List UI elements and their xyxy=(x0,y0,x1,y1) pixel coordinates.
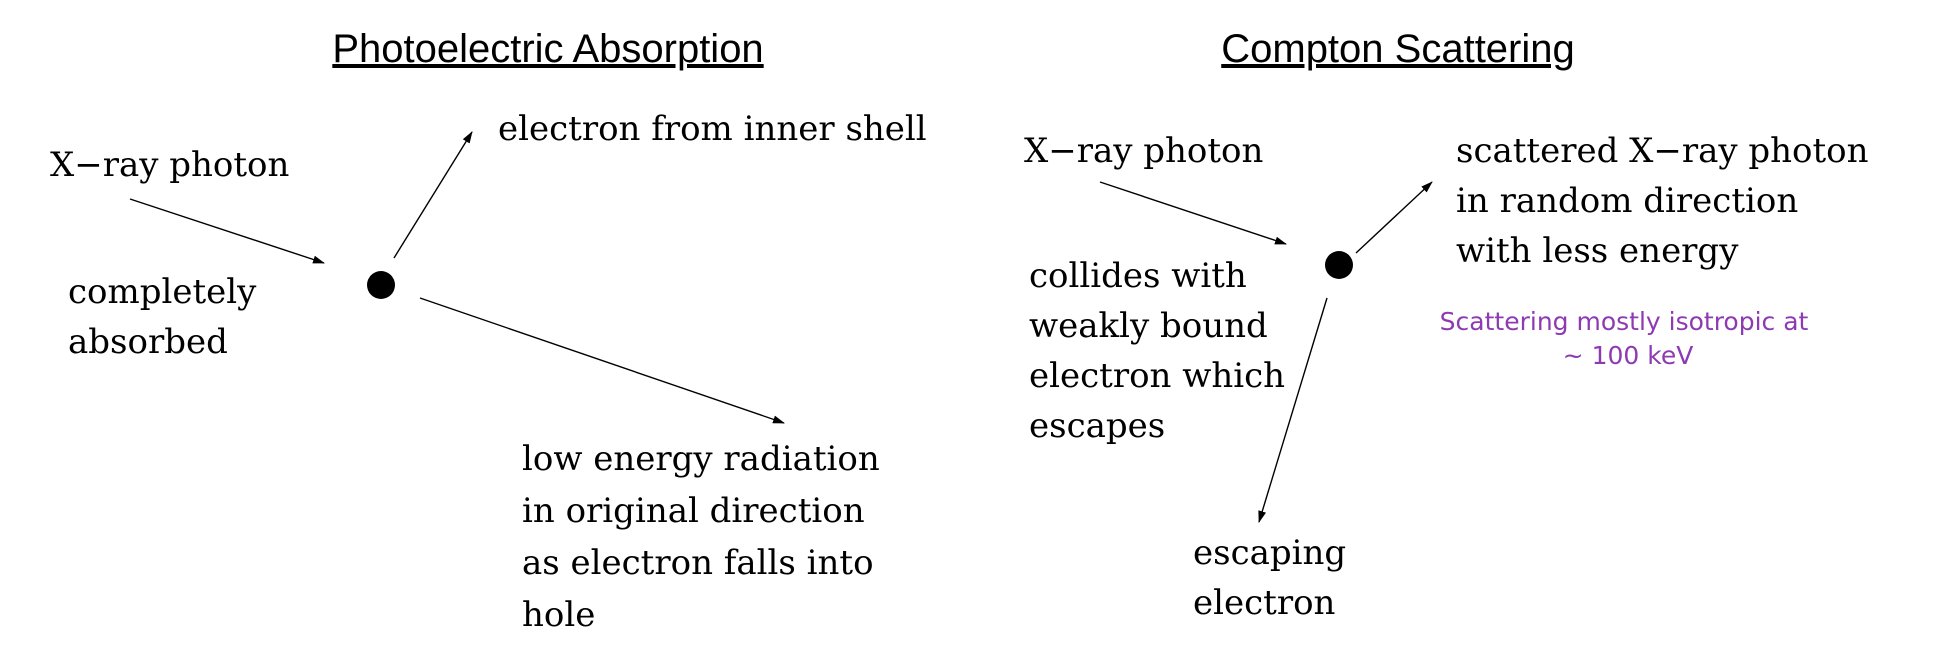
emitted-radiation-arrow xyxy=(419,297,785,424)
photoelectric-incoming-label: X−ray photon xyxy=(50,145,289,185)
compton-scattered-label: scattered X−ray photon in random directi… xyxy=(1456,131,1879,271)
radiation-line: hole xyxy=(522,595,595,635)
ejected-electron-arrow xyxy=(393,131,473,259)
incoming-photon-arrow xyxy=(129,198,325,264)
radiation-line: low energy radiation xyxy=(522,439,880,479)
photoelectric-electron-label: electron from inner shell xyxy=(498,109,927,149)
electron-dot xyxy=(1325,251,1353,279)
collision-line: electron which xyxy=(1029,356,1285,396)
incoming-photon-arrow xyxy=(1099,181,1287,245)
collision-line: escapes xyxy=(1029,406,1165,446)
note-line: ~ 100 keV xyxy=(1563,341,1694,370)
compton-title: Compton Scattering xyxy=(1221,27,1575,71)
photoelectric-title: Photoelectric Absorption xyxy=(332,27,763,71)
scattered-photon-arrow xyxy=(1355,181,1433,254)
compton-panel: Compton Scattering X−ray photon collides… xyxy=(1024,27,1879,623)
atom-dot xyxy=(367,271,395,299)
escaping-line: escaping xyxy=(1193,533,1346,573)
absorbed-line: absorbed xyxy=(68,322,228,362)
collision-line: collides with xyxy=(1029,256,1247,296)
compton-incoming-label: X−ray photon xyxy=(1024,131,1263,171)
note-line: Scattering mostly isotropic at xyxy=(1440,307,1809,336)
scattered-line: scattered X−ray photon xyxy=(1456,131,1869,171)
scattered-line: in random direction xyxy=(1456,181,1798,221)
radiation-line: as electron falls into xyxy=(522,543,874,583)
compton-escaping-label: escaping electron xyxy=(1193,533,1357,623)
photoelectric-radiation-label: low energy radiation in original directi… xyxy=(522,439,891,635)
photoelectric-absorbed-label: completely absorbed xyxy=(68,272,267,362)
radiation-line: in original direction xyxy=(522,491,865,531)
compton-collision-label: collides with weakly bound electron whic… xyxy=(1029,256,1296,446)
collision-line: weakly bound xyxy=(1029,306,1268,346)
escaping-line: electron xyxy=(1193,583,1335,623)
photoelectric-panel: Photoelectric Absorption X−ray photon co… xyxy=(50,27,927,635)
absorbed-line: completely xyxy=(68,272,257,312)
isotropic-note: Scattering mostly isotropic at ~ 100 keV xyxy=(1440,307,1817,370)
escaping-electron-arrow xyxy=(1258,297,1328,523)
scattered-line: with less energy xyxy=(1456,231,1739,271)
